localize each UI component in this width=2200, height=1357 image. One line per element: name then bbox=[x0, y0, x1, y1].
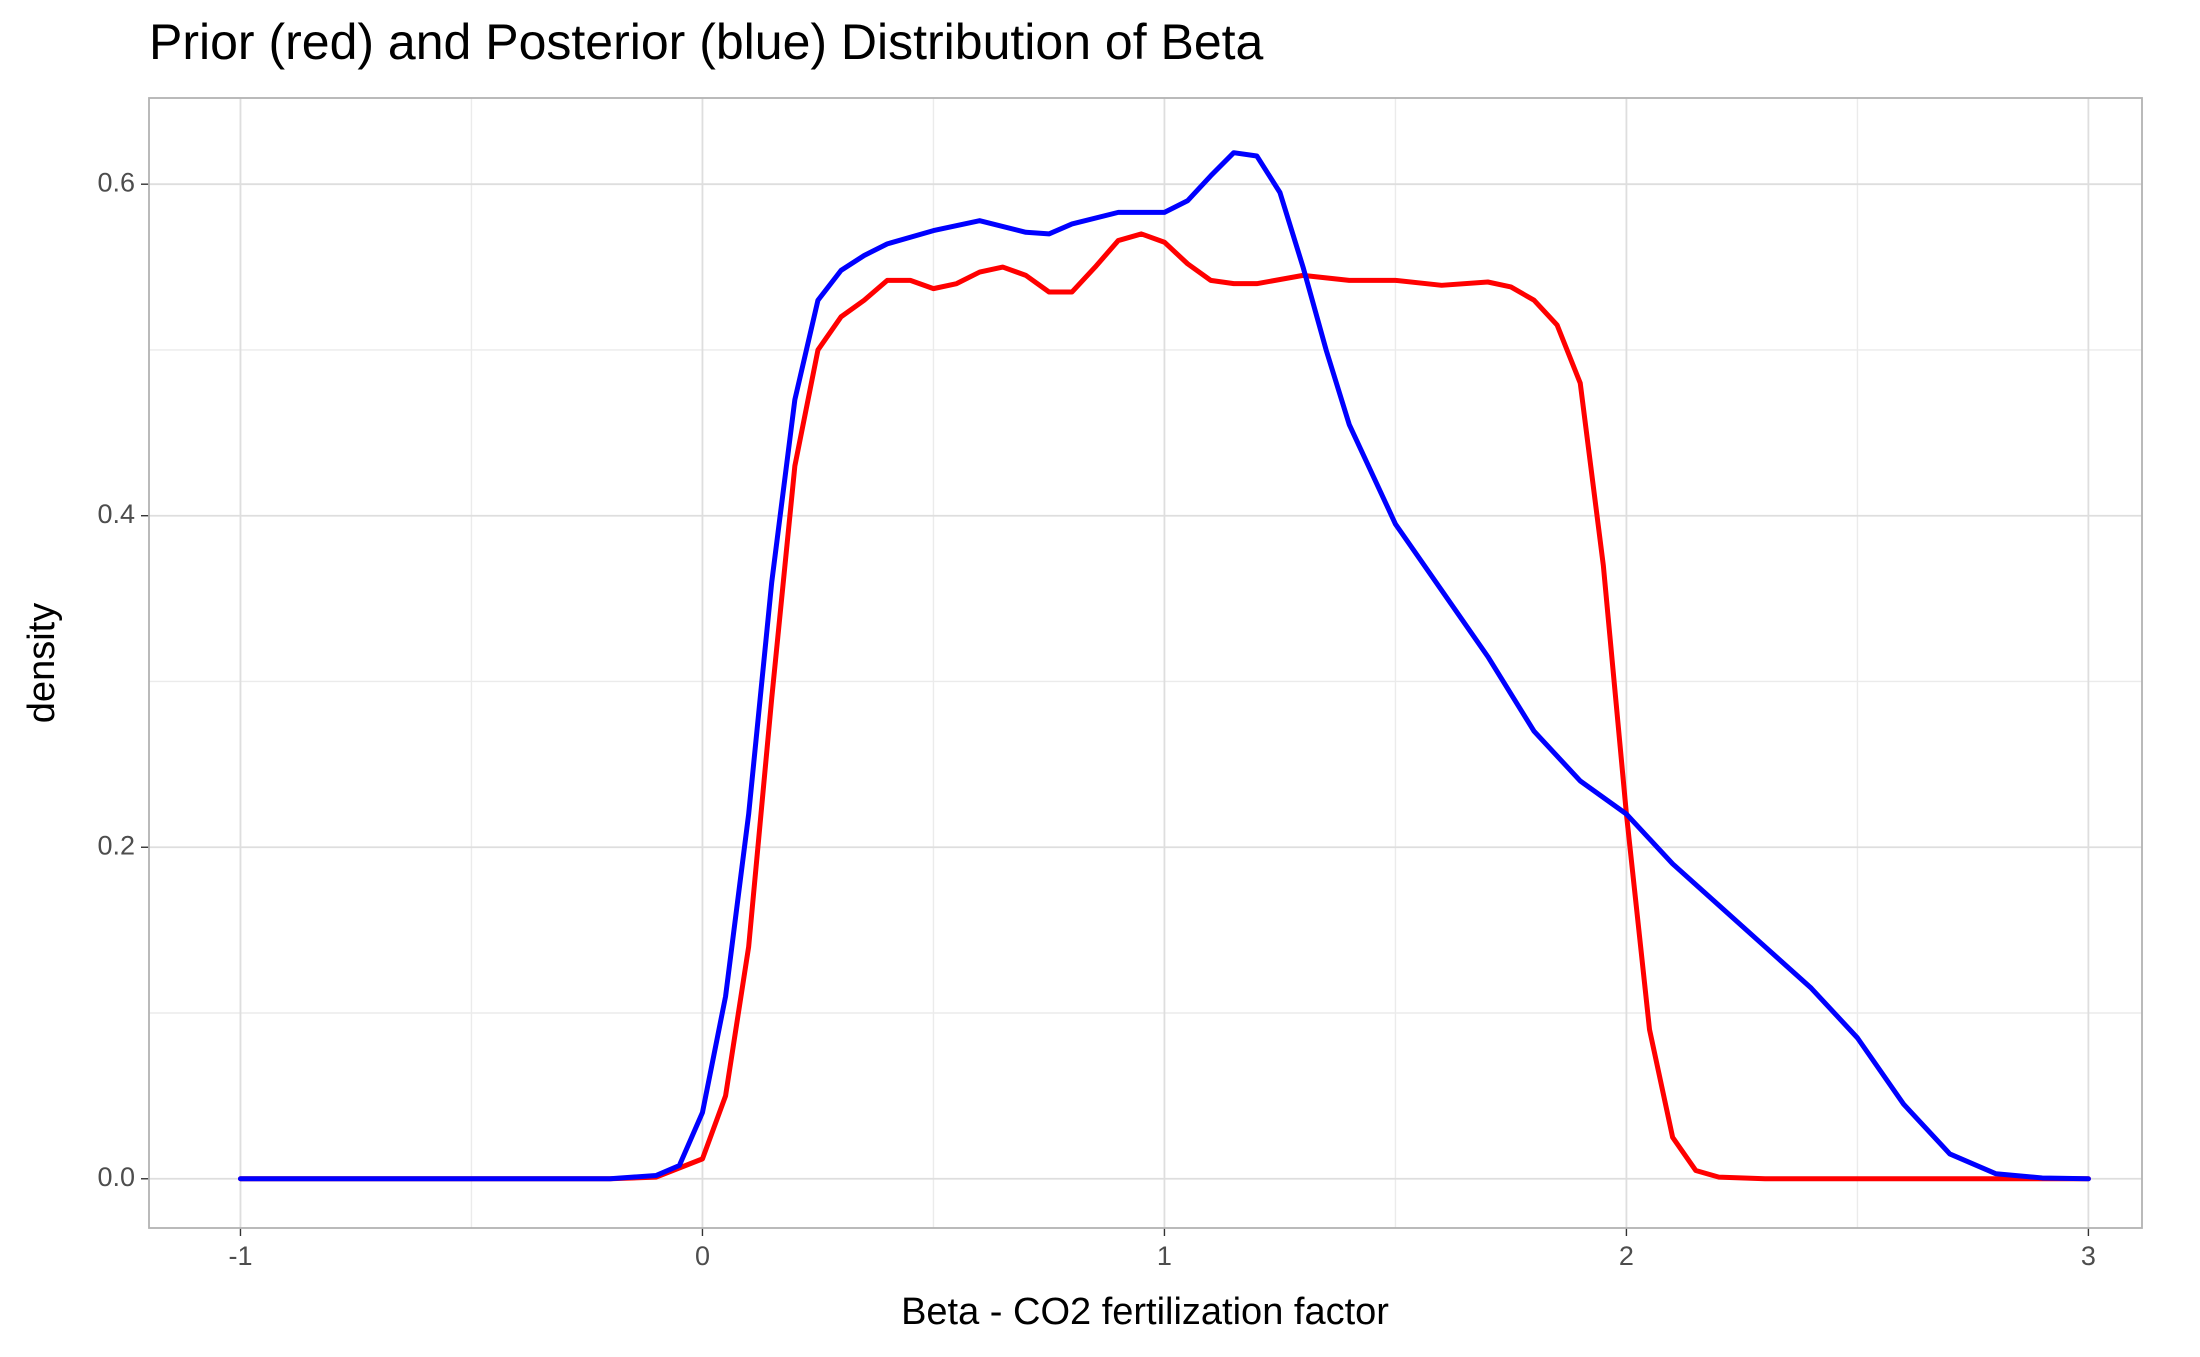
y-tick-label: 0.6 bbox=[97, 167, 135, 197]
x-tick-label: -1 bbox=[228, 1241, 252, 1271]
y-axis-title: density bbox=[21, 603, 63, 723]
x-axis-title: Beta - CO2 fertilization factor bbox=[901, 1291, 1389, 1333]
panel-border bbox=[148, 97, 2143, 1229]
y-tick-label: 0.4 bbox=[97, 499, 135, 529]
x-tick-label: 3 bbox=[2081, 1241, 2096, 1271]
density-line bbox=[237, 150, 2091, 1182]
chart-title: Prior (red) and Posterior (blue) Distrib… bbox=[149, 14, 1264, 70]
density-line bbox=[237, 231, 2091, 1182]
x-tick-label: 0 bbox=[695, 1241, 710, 1271]
x-tick-label: 2 bbox=[1619, 1241, 1634, 1271]
y-tick-label: 0.0 bbox=[97, 1162, 135, 1192]
y-tick-label: 0.2 bbox=[97, 830, 135, 860]
x-tick-label: 1 bbox=[1157, 1241, 1172, 1271]
